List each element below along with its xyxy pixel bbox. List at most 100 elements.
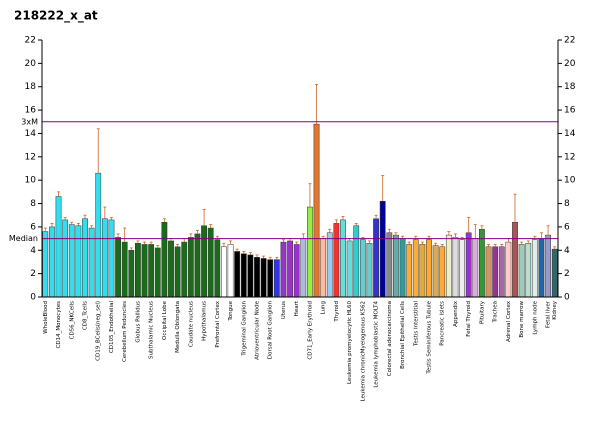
y-tick-label: 4 <box>30 246 36 256</box>
bar <box>287 240 293 298</box>
bar <box>75 225 82 298</box>
bar <box>445 234 452 298</box>
x-tick-label: Bone marrow <box>519 301 525 338</box>
bar <box>326 232 333 298</box>
bar <box>62 219 69 298</box>
bar <box>379 200 386 298</box>
x-tick-label: Leukemia chronicMyelogenous K562 <box>360 301 366 401</box>
bar <box>68 224 75 298</box>
x-tick-label: CD56_NKCells <box>69 301 75 340</box>
x-tick-label: Tongue <box>228 300 234 321</box>
y2-tick-label: 22 <box>564 36 575 46</box>
bar <box>135 243 141 298</box>
x-tick-label: Cerebellum Peduncles <box>122 301 128 362</box>
y2-tick-label: 0 <box>564 293 570 303</box>
bar <box>531 239 538 298</box>
bar <box>492 246 499 298</box>
bar <box>101 218 108 298</box>
x-tick-label: Adrenal Cortex <box>506 300 512 342</box>
y-tick-label: 16 <box>25 106 37 116</box>
bar <box>95 172 102 298</box>
x-tick-label: Globus Pallidus <box>135 301 141 343</box>
x-tick-label: Uterus <box>281 301 287 319</box>
y-tick-label: 2 <box>30 269 36 279</box>
bar <box>353 225 360 298</box>
x-tick-label: Medulla Oblongata <box>175 301 181 353</box>
x-tick-label: Subthalamic Nucleus <box>149 301 155 359</box>
bar <box>221 246 227 298</box>
x-tick-label: Dorsal Root Ganglion <box>268 300 274 359</box>
bar <box>300 238 307 298</box>
bar <box>525 243 532 298</box>
x-tick-label: Pancreatic Islets <box>440 301 446 346</box>
y-tick-label: 10 <box>25 176 37 186</box>
x-tick-label: Kidney <box>552 300 558 319</box>
x-tick-label: Caudate nucleus <box>188 301 194 347</box>
x-tick-label: Leukemia lymphoblastic MOLT4 <box>374 301 380 388</box>
x-tick-label: Colorectal adenocarcinoma <box>387 301 393 376</box>
y-tick-label: 0 <box>30 293 36 303</box>
y2-tick-label: 8 <box>564 199 570 209</box>
bar <box>247 254 254 298</box>
x-tick-label: WholeBlood <box>43 301 49 334</box>
x-tick-label: Pituitary <box>479 300 485 324</box>
x-tick-label: Testis Seminiferous Tubule <box>427 300 433 374</box>
bar <box>267 259 274 298</box>
bar <box>174 246 181 298</box>
bar <box>187 237 194 298</box>
y-tick-label: 22 <box>25 36 36 46</box>
y2-tick-label: 18 <box>564 82 576 92</box>
chart-title: 218222_x_at <box>14 9 98 24</box>
bar <box>201 225 207 298</box>
bar <box>538 238 545 298</box>
x-tick-label: CD8_Tcells <box>83 301 89 330</box>
bar <box>472 238 479 298</box>
y-tick-label: 8 <box>30 199 36 209</box>
bar <box>439 246 446 298</box>
y2-tick-label: 10 <box>564 176 576 186</box>
bar <box>121 241 128 298</box>
bar <box>313 123 320 298</box>
y2-tick-label: 16 <box>564 106 576 116</box>
y2-tick-label: 14 <box>564 129 576 139</box>
bar <box>333 223 340 298</box>
x-tick-label: Fetal Thyroid <box>466 301 472 337</box>
bar <box>161 221 168 298</box>
x-tick-label: Heart <box>294 300 300 316</box>
bar <box>465 232 472 298</box>
x-tick-label: Prefrontal Cortex <box>215 300 221 347</box>
bar <box>240 253 247 298</box>
bar <box>386 232 393 298</box>
y-tick-label: 20 <box>25 59 37 69</box>
y2-tick-label: 6 <box>564 222 570 232</box>
bar <box>293 244 300 298</box>
x-tick-label: Bronchial Epithelial Cells <box>400 301 406 369</box>
bar <box>399 238 406 298</box>
y2-tick-label: 2 <box>564 269 570 279</box>
bar <box>108 219 115 298</box>
y-tick-label: 12 <box>25 152 36 162</box>
bar <box>227 244 234 298</box>
x-tick-label: Appendix <box>453 300 459 327</box>
bar <box>260 258 267 298</box>
x-tick-label: Hypothalamus <box>202 301 208 341</box>
bar <box>280 241 287 298</box>
bar <box>148 244 155 298</box>
bar <box>340 219 346 298</box>
x-tick-label: Atrioventricular Node <box>255 300 261 359</box>
x-tick-label: Leukemia promyelocytic HL60 <box>347 301 353 385</box>
x-tick-label: Lung <box>321 301 327 314</box>
bar <box>273 259 280 298</box>
x-tick-label: CD71_Early Erythroid <box>307 301 313 360</box>
bar <box>42 231 49 298</box>
bar <box>194 233 201 298</box>
bar <box>55 196 62 298</box>
x-tick-label: CD14_Monocytes <box>56 301 62 349</box>
bar <box>432 245 439 298</box>
bar <box>406 244 413 298</box>
x-tick-label: CD105_Endothelial <box>109 301 115 354</box>
x-tick-label: Lymph node <box>532 300 538 334</box>
y2-tick-label: 4 <box>564 246 570 256</box>
x-tick-label: Testis Interstitial <box>413 301 419 347</box>
